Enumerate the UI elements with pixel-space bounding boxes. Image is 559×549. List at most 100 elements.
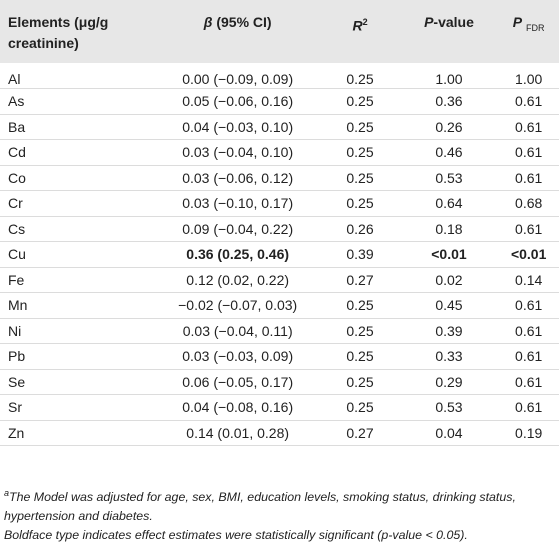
value-cell: 0.61 bbox=[515, 348, 543, 365]
table-row: Zn 0.14 (0.01, 0.28) 0.27 0.04 0.19 bbox=[0, 420, 559, 446]
value-cell: 0.26 bbox=[435, 118, 463, 135]
footnote: aThe Model was adjusted for age, sex, BM… bbox=[4, 484, 552, 526]
element-cell: Co bbox=[8, 169, 26, 186]
value-cell: 0.04 (−0.03, 0.10) bbox=[182, 118, 294, 135]
footnote: Boldface type indicates effect estimates… bbox=[4, 526, 552, 545]
table-body: Al 0.00 (−0.09, 0.09) 0.25 1.00 1.00 As 0.05 (… bbox=[0, 63, 559, 446]
table-row: Pb 0.03 (−0.03, 0.09) 0.25 0.33 0.61 bbox=[0, 344, 559, 369]
header-text: Elements (μg/g creatinine) bbox=[8, 14, 109, 51]
data-table: Elements (μg/g creatinine) β (95% CI) R2… bbox=[0, 0, 559, 446]
value-cell: 0.18 bbox=[435, 220, 463, 237]
value-cell: 0.64 bbox=[435, 195, 463, 212]
header-cell: β (95% CI) bbox=[155, 0, 320, 63]
value-cell: 0.33 bbox=[435, 348, 463, 365]
element-cell: Se bbox=[8, 373, 26, 390]
value-cell: 0.03 (−0.06, 0.12) bbox=[182, 169, 294, 186]
element-cell: Ni bbox=[8, 322, 22, 339]
footnote-text: Boldface type indicates effect estimates… bbox=[4, 528, 468, 542]
value-cell: 0.53 bbox=[435, 169, 463, 186]
table-row: Cd 0.03 (−0.04, 0.10) 0.25 0.46 0.61 bbox=[0, 140, 559, 165]
value-cell: 0.04 bbox=[435, 424, 463, 441]
element-cell: Cr bbox=[8, 195, 23, 212]
table-row: Fe 0.12 (0.02, 0.22) 0.27 0.02 0.14 bbox=[0, 267, 559, 293]
table-row: Cr 0.03 (−0.10, 0.17) 0.25 0.64 0.68 bbox=[0, 191, 559, 216]
value-cell: 0.26 bbox=[346, 220, 374, 237]
element-cell: Mn bbox=[8, 297, 28, 314]
value-cell: 0.03 (−0.03, 0.09) bbox=[182, 348, 294, 365]
element-cell: Cs bbox=[8, 220, 26, 237]
table-row: Cu 0.36 (0.25, 0.46) 0.39 <0.01 <0.01 bbox=[0, 242, 559, 267]
element-cell: Cd bbox=[8, 144, 26, 161]
value-cell: 0.53 bbox=[435, 399, 463, 416]
value-cell: 0.61 bbox=[515, 144, 543, 161]
value-cell: 0.00 (−0.09, 0.09) bbox=[182, 70, 294, 87]
value-cell: 0.61 bbox=[515, 169, 543, 186]
value-cell: 0.25 bbox=[346, 93, 374, 110]
value-cell: 0.12 (0.02, 0.22) bbox=[186, 271, 290, 288]
element-cell: Pb bbox=[8, 348, 26, 365]
header-text: -value bbox=[433, 14, 474, 30]
table-row: Ba 0.04 (−0.03, 0.10) 0.25 0.26 0.61 bbox=[0, 114, 559, 140]
value-cell: 0.36 bbox=[435, 93, 463, 110]
table-row: As 0.05 (−0.06, 0.16) 0.25 0.36 0.61 bbox=[0, 89, 559, 114]
value-cell: 1.00 bbox=[435, 70, 463, 87]
value-cell: 0.25 bbox=[346, 322, 374, 339]
value-cell: 0.39 bbox=[435, 322, 463, 339]
footnote-text: The Model was adjusted for age, sex, BMI… bbox=[4, 490, 516, 524]
value-cell: 0.06 (−0.05, 0.17) bbox=[182, 373, 294, 390]
value-cell: 1.00 bbox=[515, 70, 543, 87]
value-cell: 0.14 (0.01, 0.28) bbox=[186, 424, 290, 441]
value-cell: 0.25 bbox=[346, 144, 374, 161]
table-row: Cs 0.09 (−0.04, 0.22) 0.26 0.18 0.61 bbox=[0, 216, 559, 242]
header-cell: Elements (μg/g creatinine) bbox=[0, 0, 155, 63]
header-cell: P-value bbox=[400, 0, 499, 63]
value-cell: 0.45 bbox=[435, 297, 463, 314]
header-row: Elements (μg/g creatinine) β (95% CI) R2… bbox=[0, 0, 559, 63]
value-cell: 0.04 (−0.08, 0.16) bbox=[182, 399, 294, 416]
value-cell: −0.02 (−0.07, 0.03) bbox=[178, 297, 298, 314]
value-cell: 0.27 bbox=[346, 271, 374, 288]
value-cell: 0.25 bbox=[346, 399, 374, 416]
value-cell: 0.61 bbox=[515, 220, 543, 237]
table-row: Ni 0.03 (−0.04, 0.11) 0.25 0.39 0.61 bbox=[0, 318, 559, 344]
header-cell: P FDR bbox=[498, 0, 559, 63]
value-cell: 0.68 bbox=[515, 195, 543, 212]
value-cell: 0.25 bbox=[346, 195, 374, 212]
table-row: Se 0.06 (−0.05, 0.17) 0.25 0.29 0.61 bbox=[0, 369, 559, 395]
value-cell: 0.02 bbox=[435, 271, 463, 288]
value-cell: 0.61 bbox=[515, 93, 543, 110]
value-cell: 0.25 bbox=[346, 348, 374, 365]
value-cell: 0.25 bbox=[346, 297, 374, 314]
element-cell: Al bbox=[8, 70, 21, 87]
value-cell: 0.09 (−0.04, 0.22) bbox=[182, 220, 294, 237]
element-cell: As bbox=[8, 93, 25, 110]
value-cell: 0.25 bbox=[346, 118, 374, 135]
table-row: Co 0.03 (−0.06, 0.12) 0.25 0.53 0.61 bbox=[0, 165, 559, 191]
value-cell: 0.61 bbox=[515, 118, 543, 135]
value-cell: 0.03 (−0.10, 0.17) bbox=[182, 195, 294, 212]
value-cell: 0.36 (0.25, 0.46) bbox=[186, 246, 290, 263]
value-cell: 0.25 bbox=[346, 373, 374, 390]
header-symbol: P bbox=[424, 14, 434, 30]
value-cell: 0.29 bbox=[435, 373, 463, 390]
value-cell: 0.61 bbox=[515, 399, 543, 416]
value-cell: 0.61 bbox=[515, 322, 543, 339]
footnote-marker: a bbox=[4, 488, 10, 498]
element-cell: Cu bbox=[8, 246, 26, 263]
value-cell: 0.25 bbox=[346, 169, 374, 186]
value-cell: 0.03 (−0.04, 0.11) bbox=[182, 322, 293, 339]
value-cell: 0.61 bbox=[515, 297, 543, 314]
value-cell: 0.25 bbox=[346, 70, 374, 87]
value-cell: 0.14 bbox=[515, 271, 543, 288]
header-text: (95% CI) bbox=[216, 14, 272, 30]
value-cell: 0.61 bbox=[515, 373, 543, 390]
table-row: Al 0.00 (−0.09, 0.09) 0.25 1.00 1.00 bbox=[0, 63, 559, 89]
value-cell: 0.05 (−0.06, 0.16) bbox=[182, 93, 294, 110]
header-sup: 2 bbox=[362, 17, 368, 27]
table-header: Elements (μg/g creatinine) β (95% CI) R2… bbox=[0, 0, 559, 63]
value-cell: 0.27 bbox=[346, 424, 374, 441]
element-cell: Fe bbox=[8, 271, 25, 288]
element-cell: Ba bbox=[8, 118, 26, 135]
value-cell: 0.39 bbox=[346, 246, 374, 263]
